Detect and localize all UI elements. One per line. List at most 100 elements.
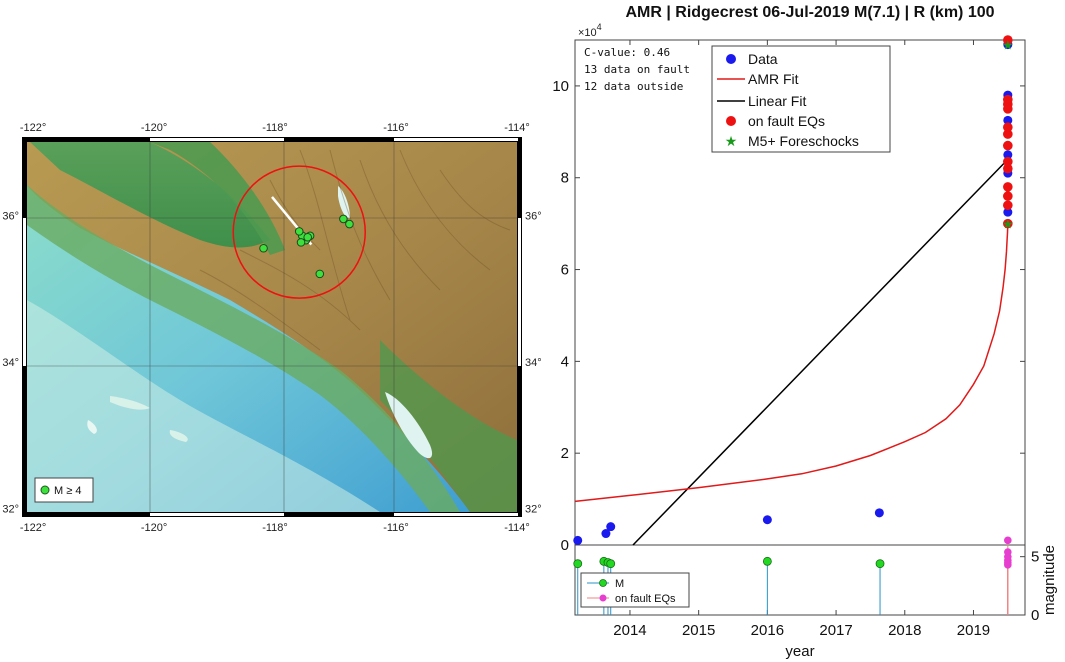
map-lat-tick-right: 36° (525, 210, 542, 222)
y-exponent-power: 4 (597, 22, 602, 32)
x-tick-label: 2018 (888, 622, 921, 639)
foreshock-star: ★ (1002, 39, 1014, 54)
x-tick-label: 2016 (751, 622, 784, 639)
map-overlay (232, 165, 366, 299)
on-fault-point (1003, 140, 1013, 151)
fit-lines (574, 158, 1009, 546)
map-lat-tick-left: 32° (2, 503, 19, 515)
legend-label-amr: AMR Fit (748, 71, 799, 87)
annotation-outside: 12 data outside (584, 80, 683, 93)
map-lat-tick-left: 34° (2, 357, 19, 369)
linear-fit-line (632, 158, 1009, 546)
map-lon-tick-bottom: -120° (141, 522, 167, 534)
amr-fit-line (574, 223, 1009, 503)
map-terrain (27, 142, 517, 512)
map-event-marker (259, 243, 268, 253)
legend-marker-onfault-mag (599, 594, 607, 602)
y-tick-label: 10 (552, 78, 569, 95)
map-event-marker (339, 214, 348, 224)
legend-label-m: M (615, 578, 624, 590)
y-tick-label: 0 (561, 537, 569, 554)
magnitude-legend: M on fault EQs (580, 572, 690, 608)
map-legend-label: M ≥ 4 (54, 485, 81, 497)
map-event-marker (294, 227, 304, 236)
magnitude-marker (875, 559, 885, 569)
x-tick-label: 2014 (613, 622, 646, 639)
legend-label-onfault: on fault EQs (748, 113, 825, 129)
on-fault-point (1003, 122, 1013, 133)
map-lon-tick-top: -114° (504, 122, 530, 134)
on-fault-point (1003, 35, 1013, 45)
map-tick-labels: -122° -122° -120° -120° -118° -118° -116° -116°… (2, 122, 541, 534)
map-lat-tick-right: 32° (525, 503, 542, 515)
annotation-text: C-value: 0.46 13 data on fault 12 data o… (584, 46, 690, 93)
main-legend: Data AMR Fit Linear Fit on fault EQs ★ M… (711, 45, 891, 153)
on-fault-point (1003, 163, 1013, 174)
on-fault-point (1003, 129, 1013, 139)
legend-marker-onfault (726, 116, 736, 126)
magnitude-axis-label: magnitude (1041, 545, 1058, 615)
mag-tick-label: 5 (1031, 549, 1039, 566)
data-point (762, 515, 772, 525)
magnitude-marker (762, 556, 772, 566)
on-fault-magnitude-marker (1004, 536, 1012, 545)
x-tick-label: 2015 (682, 622, 715, 639)
map-lon-tick-top: -120° (141, 122, 167, 134)
on-fault-magnitude-marker (1004, 561, 1012, 569)
map-lat-tick-right: 34° (525, 357, 542, 369)
legend-marker-data (726, 54, 736, 64)
legend-label-linear: Linear Fit (748, 93, 806, 109)
legend-marker-m4 (40, 485, 50, 495)
magnitude-axis-ticks: 05 (1020, 549, 1039, 624)
legend-marker-foreshock: ★ (725, 134, 738, 150)
x-axis-label: year (785, 643, 814, 660)
map-event-marker (315, 269, 325, 279)
y-exponent-base: ×10 (578, 27, 597, 39)
on-fault-point (1003, 94, 1013, 105)
y-exponent: ×104 (578, 22, 602, 39)
map-event-marker (345, 219, 354, 229)
map-lat-tick-left: 36° (2, 210, 19, 222)
on-fault-point (1003, 200, 1013, 211)
data-point (601, 529, 611, 539)
map-lon-tick-bottom: -114° (504, 522, 530, 534)
data-point (1003, 150, 1013, 160)
legend-label-onfault-mag: on fault EQs (615, 593, 676, 605)
y-tick-label: 2 (561, 445, 569, 462)
on-fault-point (1003, 182, 1013, 192)
y-tick-label: 8 (561, 170, 569, 187)
x-tick-label: 2019 (957, 622, 990, 639)
on-fault-point (1003, 156, 1013, 167)
data-point (1003, 115, 1013, 125)
map-lon-tick-top: -118° (262, 122, 288, 134)
map-lon-tick-top: -116° (383, 122, 409, 134)
map-lon-tick-bottom: -122° (20, 522, 46, 534)
map-legend: M ≥ 4 (34, 477, 94, 503)
on-fault-point (1003, 218, 1013, 229)
map-lon-tick-top: -122° (20, 122, 46, 134)
legend-label-data: Data (748, 51, 778, 67)
map-lon-tick-bottom: -118° (262, 522, 288, 534)
magnitude-axes-box (574, 544, 1026, 616)
map-event-marker (303, 232, 312, 242)
search-radius-circle (232, 165, 366, 299)
map-lon-tick-bottom: -116° (383, 522, 409, 534)
annotation-c-value: C-value: 0.46 (584, 46, 670, 59)
map-event-marker (296, 238, 306, 247)
y-tick-label: 4 (561, 353, 569, 370)
map-panel: -122° -122° -120° -120° -118° -118° -116° -116°… (2, 122, 541, 534)
data-point (1003, 207, 1013, 217)
x-tick-label: 2017 (819, 622, 852, 639)
data-point (606, 522, 616, 532)
data-points: ★★ (573, 35, 1014, 545)
y-tick-label: 6 (561, 262, 569, 279)
data-point (573, 535, 583, 545)
chart-title: AMR | Ridgecrest 06-Jul-2019 M(7.1) | R … (625, 4, 994, 21)
mag-tick-label: 0 (1031, 607, 1039, 624)
magnitude-marker (606, 559, 616, 569)
on-fault-point (1003, 191, 1013, 201)
annotation-on-fault: 13 data on fault (584, 63, 690, 76)
chart-panel: AMR | Ridgecrest 06-Jul-2019 M(7.1) | R … (552, 4, 1058, 660)
legend-marker-m (599, 579, 607, 587)
